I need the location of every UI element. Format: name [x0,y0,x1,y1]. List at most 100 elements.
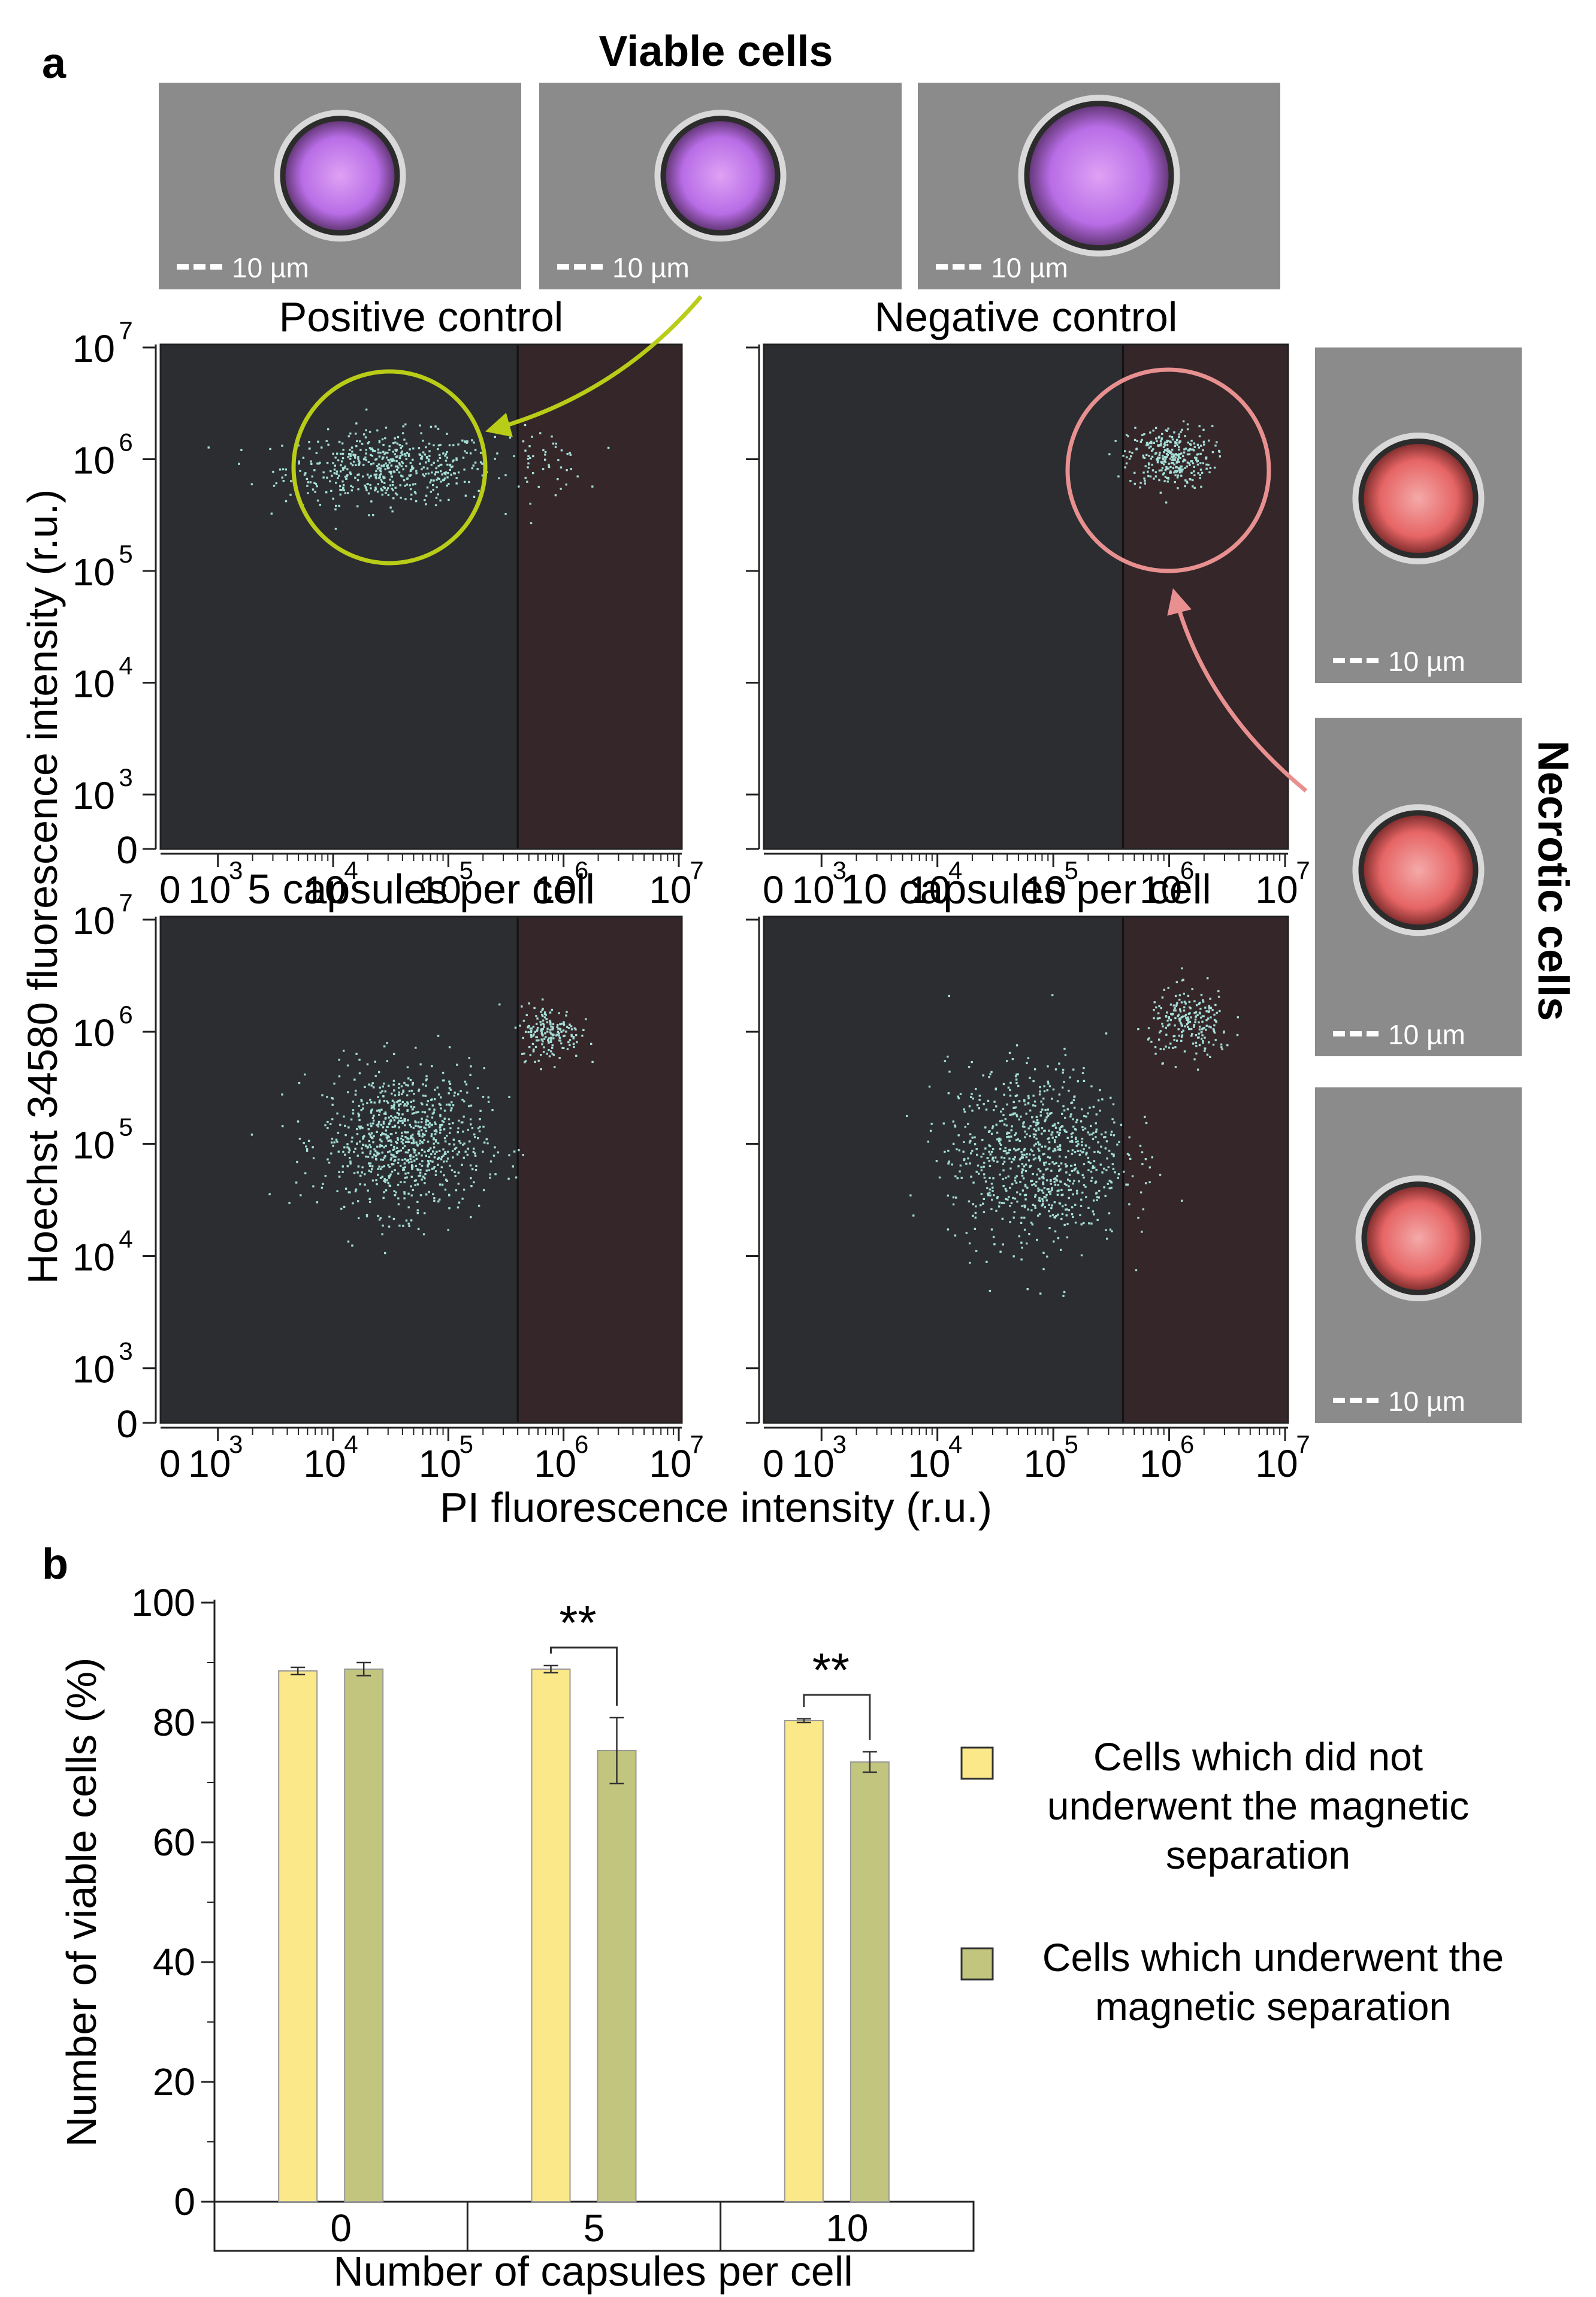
data-point [369,1134,371,1137]
data-point [365,1155,367,1158]
data-point [1161,467,1164,469]
data-point [365,489,368,492]
data-point [1074,1167,1077,1169]
data-point [1039,1090,1041,1093]
data-point [572,1036,575,1038]
data-point [407,1119,409,1122]
data-point [551,1034,554,1037]
data-point [1097,1141,1099,1144]
data-point [384,1134,387,1136]
data-point [986,1261,988,1263]
bar-y-tick-label: 100 [131,1581,195,1624]
data-point [398,1104,400,1106]
data-point [992,1148,995,1150]
data-point [1220,1046,1223,1048]
data-point [401,432,404,434]
data-point [372,1122,374,1125]
data-point [415,472,418,474]
data-point [376,1153,379,1156]
data-point [403,1145,406,1147]
data-point [1178,433,1181,436]
data-point [468,1140,471,1143]
data-point [1053,1178,1056,1180]
data-point [1206,977,1209,980]
data-point [473,1133,476,1136]
data-point [1023,1216,1026,1219]
data-point [469,1164,472,1166]
data-point [434,1121,436,1124]
x-tick-exponent: 7 [690,856,703,884]
data-point [1193,466,1196,468]
data-point [960,1177,963,1179]
data-point [1213,1029,1215,1032]
data-point [1022,1169,1024,1171]
data-point [1048,1113,1051,1115]
data-point [1166,480,1169,483]
x-tick-exponent: 6 [1180,856,1194,884]
data-point [390,475,393,477]
data-point [1165,449,1168,452]
data-point [546,1027,549,1030]
data-point [1163,989,1165,991]
data-point [361,475,364,477]
data-point [418,447,421,449]
data-point [1020,1222,1023,1224]
data-point [392,1155,395,1158]
data-point [426,486,429,489]
data-point [1077,1172,1080,1174]
data-point [368,1169,370,1172]
data-point [508,1096,510,1098]
data-point [417,1228,420,1231]
data-point [473,1152,476,1154]
data-point [391,1105,393,1107]
data-point [410,1089,413,1092]
data-point [424,1111,427,1114]
data-point [431,1065,433,1068]
data-point [400,465,403,467]
data-point [388,1116,390,1119]
data-point [446,1135,448,1137]
data-point [411,1164,413,1166]
data-point [352,454,355,456]
data-point [1008,1051,1011,1054]
data-point [1103,1186,1105,1189]
data-point [515,1176,518,1179]
data-point [575,1028,577,1030]
data-point [1163,451,1165,454]
data-point [356,1133,359,1135]
data-point [462,1131,464,1133]
data-point [1172,1047,1174,1049]
data-point [461,439,464,442]
data-point [1002,1184,1005,1187]
data-point [963,1158,966,1160]
data-point [1067,1150,1069,1153]
data-point [1006,1131,1009,1134]
data-point [1095,1131,1098,1133]
data-point [1018,1140,1021,1143]
data-point [1042,1103,1044,1106]
data-point [385,1113,387,1116]
data-point [452,1156,454,1159]
data-point [391,1099,394,1102]
data-point [469,1074,471,1077]
data-point [415,1154,418,1157]
data-point [541,1009,543,1011]
data-point [524,1030,527,1033]
data-point [327,1127,329,1129]
data-point [1020,1157,1023,1159]
data-point [1023,1100,1026,1102]
data-point [1057,1134,1060,1137]
data-point [381,493,383,496]
data-point [365,452,367,455]
data-point [361,1126,364,1129]
data-point [524,1060,527,1062]
data-point [572,1042,575,1045]
data-point [376,1183,378,1186]
data-point [983,1173,986,1175]
data-point [999,1142,1001,1145]
data-point [1166,1024,1169,1027]
data-point [422,473,424,476]
data-point [1039,1292,1042,1295]
data-point [368,514,370,516]
data-point [909,1194,912,1196]
